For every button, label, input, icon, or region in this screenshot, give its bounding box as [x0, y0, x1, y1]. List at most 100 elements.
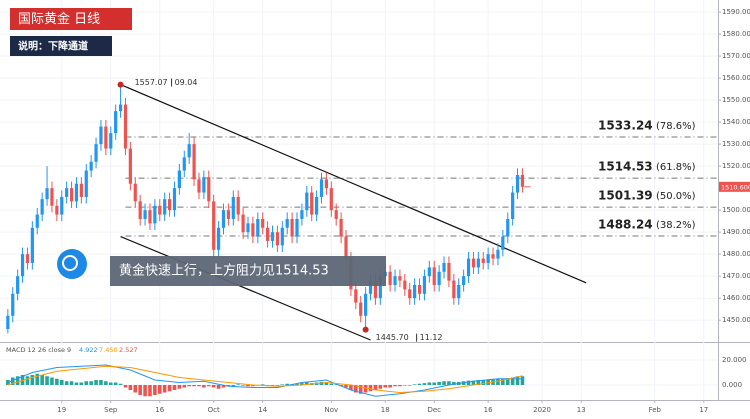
macd-histogram-bar — [25, 376, 30, 385]
candle-body — [256, 218, 260, 237]
candle-body — [265, 227, 270, 241]
candle-body — [172, 188, 177, 211]
y-tick-label: 1540.00 — [722, 118, 750, 126]
candle-body — [476, 258, 480, 268]
candle-body — [94, 144, 98, 162]
fib-price: 1501.39 — [598, 189, 653, 203]
fib-price: 1514.53 — [598, 160, 653, 174]
macd-histogram-bar — [476, 380, 481, 385]
macd-histogram-bar — [388, 385, 392, 388]
macd-histogram-bar — [285, 383, 289, 385]
candle-body — [275, 232, 279, 246]
macd-histogram-bar — [481, 380, 486, 385]
macd-histogram-bar — [79, 382, 84, 385]
candle-body — [11, 293, 15, 316]
y-tick-label: 1570.00 — [722, 52, 750, 60]
macd-histogram-bar — [334, 384, 339, 385]
macd-histogram-bar — [231, 385, 236, 387]
macd-histogram-bar — [471, 380, 476, 385]
macd-histogram-bar — [202, 385, 206, 388]
candle-body — [221, 210, 226, 228]
macd-histogram-bar — [324, 382, 329, 385]
x-tick-label: 17 — [699, 406, 708, 414]
macd-y-tick-label: 20.000 — [722, 356, 747, 364]
macd-histogram-bar — [422, 383, 427, 385]
macd-histogram-bar — [55, 378, 59, 385]
macd-line — [7, 365, 523, 394]
candle-body — [520, 174, 525, 187]
candle-body — [334, 210, 338, 219]
macd-histogram-bar — [118, 383, 123, 385]
macd-histogram-bar — [113, 382, 118, 385]
candle-body — [378, 276, 382, 299]
macd-histogram-bar — [251, 385, 255, 387]
candle-body — [261, 218, 265, 228]
candle-body — [128, 148, 132, 184]
subtitle-box — [10, 36, 112, 56]
macd-readout: 2.527 — [119, 346, 138, 354]
candle-body — [393, 276, 397, 285]
candle-body — [197, 179, 201, 193]
macd-histogram-bar — [280, 384, 285, 385]
macd-histogram-bar — [329, 383, 334, 385]
candle-body — [212, 201, 216, 250]
annotation-box — [110, 256, 386, 286]
candle-body — [471, 258, 476, 268]
macd-histogram-bar — [486, 379, 490, 385]
y-tick-label: 1480.00 — [722, 250, 750, 258]
x-tick-label: Dec — [427, 406, 441, 414]
candle-body — [60, 196, 64, 215]
y-tick-label: 1590.00 — [722, 8, 750, 16]
candle-body — [496, 249, 500, 259]
x-tick-label: 2020 — [533, 406, 551, 414]
macd-histogram-bar — [221, 385, 226, 388]
macd-histogram-bar — [30, 375, 35, 385]
candle-body — [290, 218, 294, 237]
candle-body — [6, 315, 10, 329]
candle-body — [231, 196, 235, 219]
candle-body — [270, 232, 275, 241]
macd-histogram-bar — [520, 376, 525, 385]
x-tick-label: 13 — [577, 406, 586, 414]
candle-body — [50, 188, 54, 206]
candle-body — [114, 111, 118, 134]
candle-body — [182, 157, 186, 171]
x-tick-label: Nov — [324, 406, 338, 414]
candle-body — [305, 192, 309, 211]
y-tick-label: 1550.00 — [722, 96, 750, 104]
candle-body — [466, 258, 471, 277]
macd-histogram-bar — [275, 385, 280, 386]
last-price-box — [719, 181, 750, 192]
macd-histogram-bar — [143, 385, 147, 397]
x-tick-label: Oct — [208, 406, 220, 414]
subtitle: 说明：下降通道 — [18, 40, 88, 53]
candle-body — [187, 144, 191, 158]
macd-histogram-bar — [236, 384, 240, 385]
y-tick-label: 1450.00 — [722, 316, 750, 324]
candle-body — [246, 223, 250, 233]
macd-histogram-bar — [403, 385, 407, 386]
candle-body — [65, 188, 69, 197]
candle-body — [158, 205, 162, 215]
x-tick-label: 16 — [484, 406, 493, 414]
macd-histogram-bar — [187, 385, 191, 387]
candle-body — [138, 201, 142, 219]
macd-line — [7, 364, 523, 397]
candle-body — [45, 188, 49, 200]
macd-histogram-bar — [447, 381, 451, 385]
macd-histogram-bar — [383, 385, 388, 388]
macd-histogram-bar — [300, 383, 304, 385]
y-tick-label: 1560.00 — [722, 74, 750, 82]
macd-histogram-bar — [344, 385, 348, 388]
macd-histogram-bar — [167, 385, 172, 392]
macd-histogram-bar — [412, 384, 417, 385]
candle-body — [153, 205, 157, 224]
candle-body — [427, 267, 431, 277]
candle-body — [437, 271, 441, 285]
candle-body — [447, 262, 451, 281]
macd-histogram-bar — [138, 385, 142, 395]
macd-histogram-bar — [35, 373, 40, 385]
macd-histogram-bar — [452, 381, 456, 385]
macd-histogram-bar — [515, 376, 520, 385]
macd-histogram-bar — [84, 381, 89, 385]
